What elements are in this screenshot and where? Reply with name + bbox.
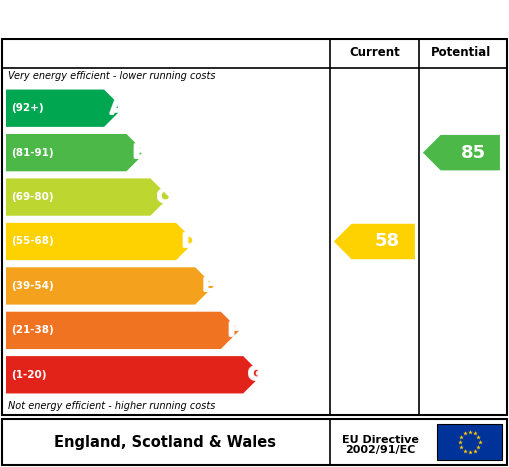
Text: B: B — [133, 143, 148, 162]
Text: D: D — [181, 231, 197, 250]
Text: B: B — [132, 143, 147, 162]
Text: England, Scotland & Wales: England, Scotland & Wales — [54, 434, 276, 450]
Text: G: G — [247, 366, 264, 385]
Polygon shape — [6, 134, 145, 171]
Text: A: A — [109, 99, 125, 119]
Text: 85: 85 — [461, 144, 487, 162]
Text: D: D — [182, 231, 198, 250]
Polygon shape — [334, 224, 415, 259]
Text: (69-80): (69-80) — [11, 192, 53, 202]
Text: B: B — [133, 144, 148, 163]
Text: (81-91): (81-91) — [11, 148, 53, 158]
Text: A: A — [109, 98, 125, 117]
Text: Current: Current — [349, 47, 400, 59]
Text: D: D — [180, 231, 196, 250]
Polygon shape — [6, 90, 123, 127]
Text: D: D — [180, 233, 196, 252]
Text: F: F — [227, 321, 241, 340]
Text: G: G — [249, 365, 265, 384]
Text: E: E — [201, 276, 214, 296]
Text: F: F — [227, 322, 241, 340]
Text: F: F — [227, 322, 240, 340]
Text: B: B — [131, 143, 146, 162]
Text: C: C — [156, 188, 171, 206]
Text: F: F — [227, 320, 240, 339]
Polygon shape — [6, 267, 214, 304]
Polygon shape — [6, 311, 239, 349]
Polygon shape — [6, 223, 195, 260]
Text: (1-20): (1-20) — [11, 370, 46, 380]
Text: A: A — [110, 98, 126, 117]
Text: Energy Efficiency Rating: Energy Efficiency Rating — [92, 7, 417, 31]
Polygon shape — [6, 178, 169, 216]
Text: C: C — [156, 187, 170, 206]
Text: C: C — [156, 188, 170, 206]
Text: (92+): (92+) — [11, 103, 44, 113]
Text: E: E — [202, 276, 215, 295]
Text: F: F — [227, 321, 240, 340]
Text: G: G — [249, 364, 265, 383]
Text: C: C — [157, 188, 172, 207]
Text: E: E — [201, 276, 214, 295]
Text: D: D — [180, 232, 196, 251]
Polygon shape — [423, 135, 500, 170]
Text: D: D — [181, 233, 197, 252]
Text: D: D — [181, 232, 197, 251]
Text: 58: 58 — [374, 233, 400, 250]
Text: (21-38): (21-38) — [11, 325, 54, 335]
Text: D: D — [182, 232, 198, 251]
Text: E: E — [203, 277, 216, 296]
Text: G: G — [249, 366, 265, 385]
Polygon shape — [6, 356, 262, 393]
Text: F: F — [228, 322, 241, 340]
Text: B: B — [132, 142, 147, 161]
Text: G: G — [248, 364, 264, 383]
Text: B: B — [131, 144, 146, 163]
Text: 2002/91/EC: 2002/91/EC — [345, 445, 415, 455]
Text: C: C — [157, 188, 172, 206]
Text: G: G — [248, 365, 264, 384]
Text: G: G — [247, 364, 264, 383]
Text: B: B — [133, 142, 148, 161]
Text: B: B — [131, 142, 146, 161]
Text: A: A — [110, 99, 126, 118]
Text: (55-68): (55-68) — [11, 236, 54, 247]
Text: A: A — [109, 98, 124, 117]
Bar — [437, 424, 502, 460]
Text: Potential: Potential — [431, 47, 492, 59]
Text: EU Directive: EU Directive — [342, 435, 418, 445]
Text: C: C — [156, 188, 171, 207]
Text: E: E — [201, 277, 214, 296]
Text: F: F — [227, 320, 241, 339]
Text: A: A — [109, 99, 125, 118]
Text: C: C — [156, 187, 171, 206]
Text: A: A — [110, 99, 126, 119]
Text: C: C — [157, 187, 172, 206]
Text: E: E — [203, 276, 216, 295]
Text: A: A — [109, 99, 124, 119]
Text: D: D — [182, 233, 198, 252]
Text: E: E — [202, 277, 215, 296]
Text: G: G — [248, 366, 264, 385]
Text: Very energy efficient - lower running costs: Very energy efficient - lower running co… — [8, 71, 215, 81]
Text: A: A — [109, 99, 124, 118]
Text: E: E — [202, 276, 215, 296]
Text: B: B — [132, 144, 147, 163]
Text: F: F — [228, 321, 241, 340]
Text: E: E — [203, 276, 216, 296]
Text: C: C — [156, 188, 170, 207]
Text: Not energy efficient - higher running costs: Not energy efficient - higher running co… — [8, 401, 215, 411]
Text: (39-54): (39-54) — [11, 281, 54, 291]
Text: G: G — [247, 365, 264, 384]
Text: F: F — [228, 320, 241, 339]
